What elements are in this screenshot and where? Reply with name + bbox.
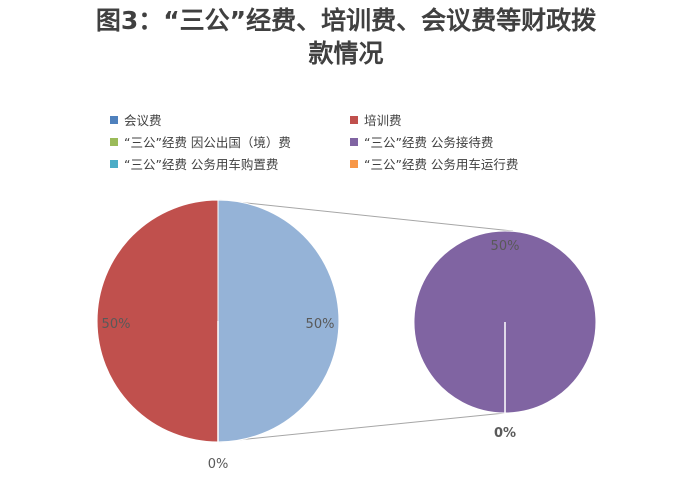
- legend-label-vehicle-operation: “三公”经费 公务用车运行费: [364, 157, 519, 172]
- legend-swatch-overseas: [110, 137, 118, 146]
- legend-label-overseas: “三公”经费 因公出国（境）费: [124, 135, 291, 150]
- label-main-left: 50%: [102, 317, 131, 332]
- main-pie-slice-other: [217, 199, 340, 443]
- legend-label-meeting: 会议费: [124, 113, 162, 128]
- legend-label-reception: “三公”经费 公务接待费: [364, 135, 494, 150]
- legend-item-vehicle-purchase: “三公”经费 公务用车购置费: [110, 154, 278, 173]
- main-pie-slice-training: [96, 199, 219, 443]
- legend-swatch-vehicle-operation: [350, 159, 358, 168]
- legend-swatch-vehicle-purchase: [110, 159, 118, 168]
- legend-item-reception: “三公”经费 公务接待费: [350, 132, 493, 151]
- legend-item-vehicle-operation: “三公”经费 公务用车运行费: [350, 154, 518, 173]
- legend-swatch-reception: [350, 137, 358, 146]
- legend-item-training: 培训费: [350, 110, 402, 129]
- chart-title-line1: 图3：“三公”经费、培训费、会议费等财政拨: [95, 6, 597, 35]
- legend-label-vehicle-purchase: “三公”经费 公务用车购置费: [124, 157, 279, 172]
- legend-label-training: 培训费: [364, 113, 402, 128]
- legend-swatch-meeting: [110, 115, 118, 124]
- chart-title: 图3：“三公”经费、培训费、会议费等财政拨 款情况: [0, 4, 692, 70]
- connector-line-bottom: [217, 412, 506, 443]
- legend-item-meeting: 会议费: [110, 110, 162, 129]
- legend-item-overseas: “三公”经费 因公出国（境）费: [110, 132, 291, 151]
- label-secondary-top: 50%: [491, 239, 520, 254]
- label-main-right: 50%: [306, 317, 335, 332]
- chart-title-line2: 款情况: [308, 39, 384, 68]
- label-secondary-bottom: 0%: [494, 426, 516, 441]
- connector-line-top: [217, 199, 514, 232]
- legend-swatch-training: [350, 115, 358, 124]
- label-main-bottom: 0%: [208, 457, 229, 472]
